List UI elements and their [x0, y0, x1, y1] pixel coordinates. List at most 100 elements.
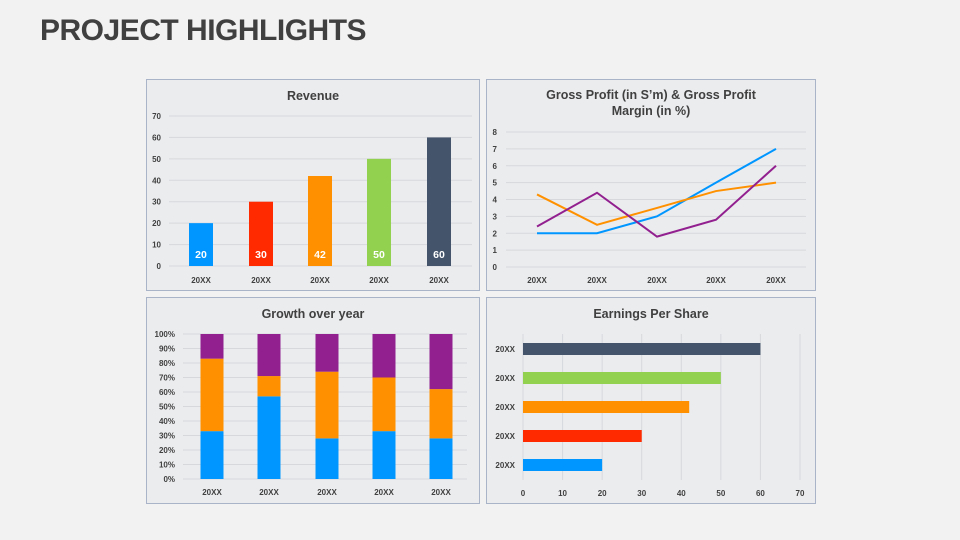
data-label: 30 [255, 249, 267, 261]
y-tick-label: 4 [493, 196, 498, 205]
y-tick-label: 20XX [495, 374, 515, 383]
x-tick-label: 20XX [429, 276, 449, 285]
x-tick-label: 20XX [369, 276, 389, 285]
y-tick-label: 30 [152, 198, 161, 207]
y-tick-label: 10% [159, 461, 175, 470]
series-line [536, 181, 777, 226]
x-tick-label: 20XX [647, 276, 667, 285]
bar [249, 201, 273, 266]
chart-title: Earnings Per Share [593, 307, 709, 321]
bar [523, 430, 642, 442]
bar-segment [315, 334, 339, 372]
data-label: 42 [314, 249, 326, 261]
bar-segment [257, 334, 281, 377]
data-label: 50 [373, 249, 385, 261]
bar-segment [372, 377, 396, 432]
data-label: 20 [195, 249, 207, 261]
bar-segment [257, 396, 281, 479]
x-tick-label: 20XX [202, 488, 222, 497]
y-tick-label: 0 [493, 263, 498, 272]
chart-title-line: Margin (in %) [611, 104, 691, 118]
x-tick-label: 20XX [317, 488, 337, 497]
chart-title-line: Gross Profit (in S’m) & Gross Profit [546, 88, 756, 102]
y-tick-label: 50% [159, 403, 175, 412]
x-tick-label: 10 [558, 489, 567, 498]
x-tick-label: 20 [598, 489, 607, 498]
y-tick-label: 20% [159, 446, 175, 455]
y-tick-label: 0 [157, 262, 162, 271]
bar [367, 158, 391, 266]
y-tick-label: 60 [152, 133, 161, 142]
x-tick-label: 20XX [251, 276, 271, 285]
bar-segment [257, 376, 281, 397]
x-tick-label: 60 [756, 489, 765, 498]
y-tick-label: 3 [493, 212, 498, 221]
chart-title: Revenue [286, 89, 340, 103]
growth-chart: Growth over year 0% 10% 20% 30% 40% 50% 60% 70%… [146, 297, 480, 504]
y-tick-label: 50 [152, 155, 161, 164]
x-tick-label: 20XX [374, 488, 394, 497]
y-tick-label: 20XX [495, 403, 515, 412]
x-tick-label: 50 [716, 489, 725, 498]
y-tick-label: 20XX [495, 432, 515, 441]
bar [523, 343, 761, 355]
y-tick-label: 20 [152, 219, 161, 228]
bar-segment [315, 438, 339, 479]
x-tick-label: 20XX [431, 488, 451, 497]
x-tick-label: 30 [637, 489, 646, 498]
bar-segment [200, 431, 224, 479]
series-line [536, 165, 777, 238]
x-tick-label: 40 [677, 489, 686, 498]
x-tick-label: 20XX [310, 276, 330, 285]
eps-chart: Earnings Per Share 0 10 20 30 40 50 60 70 20XX 20… [486, 297, 816, 504]
bar-segment [372, 334, 396, 378]
bar-segment [429, 389, 453, 439]
y-tick-label: 90% [159, 345, 175, 354]
y-tick-label: 70% [159, 374, 175, 383]
y-tick-label: 20XX [495, 461, 515, 470]
x-tick-label: 0 [521, 489, 526, 498]
bar [189, 223, 213, 266]
y-tick-label: 70 [152, 112, 161, 121]
y-tick-label: 60% [159, 388, 175, 397]
x-tick-label: 20XX [706, 276, 726, 285]
x-tick-label: 20XX [191, 276, 211, 285]
y-tick-label: 80% [159, 359, 175, 368]
y-tick-label: 6 [493, 162, 498, 171]
y-tick-label: 7 [493, 145, 498, 154]
gross-profit-chart: Gross Profit (in S’m) & Gross Profit Marg… [486, 79, 816, 291]
y-tick-label: 40 [152, 176, 161, 185]
x-tick-label: 70 [796, 489, 805, 498]
bar [427, 137, 451, 266]
x-tick-label: 20XX [587, 276, 607, 285]
bar [523, 372, 721, 384]
data-label: 60 [433, 249, 445, 261]
y-tick-label: 0% [163, 475, 175, 484]
y-tick-label: 8 [493, 128, 498, 137]
chart-title: Growth over year [261, 307, 365, 321]
bar-segment [429, 334, 453, 390]
bar-segment [200, 358, 224, 432]
bar [523, 459, 603, 471]
page-title: PROJECT HIGHLIGHTS [40, 14, 367, 47]
bar-segment [429, 438, 453, 479]
y-tick-label: 30% [159, 432, 175, 441]
y-tick-label: 2 [493, 229, 498, 238]
x-tick-label: 20XX [766, 276, 786, 285]
y-tick-label: 10 [152, 241, 161, 250]
revenue-chart: Revenue 0 10 20 30 40 50 60 70 20 20XX 30 20XX 42 20X… [146, 79, 480, 291]
bar-segment [372, 431, 396, 479]
x-tick-label: 20XX [527, 276, 547, 285]
y-tick-label: 20XX [495, 345, 515, 354]
y-tick-label: 100% [155, 330, 175, 339]
y-tick-label: 40% [159, 417, 175, 426]
bar [308, 176, 332, 266]
chart-title: Gross Profit (in S’m) & Gross Profit Marg… [487, 87, 815, 119]
x-tick-label: 20XX [259, 488, 279, 497]
y-tick-label: 1 [493, 246, 498, 255]
bar-segment [200, 334, 224, 359]
bar [523, 401, 690, 413]
series-line [537, 148, 777, 235]
bar-segment [315, 371, 339, 439]
y-tick-label: 5 [493, 179, 498, 188]
